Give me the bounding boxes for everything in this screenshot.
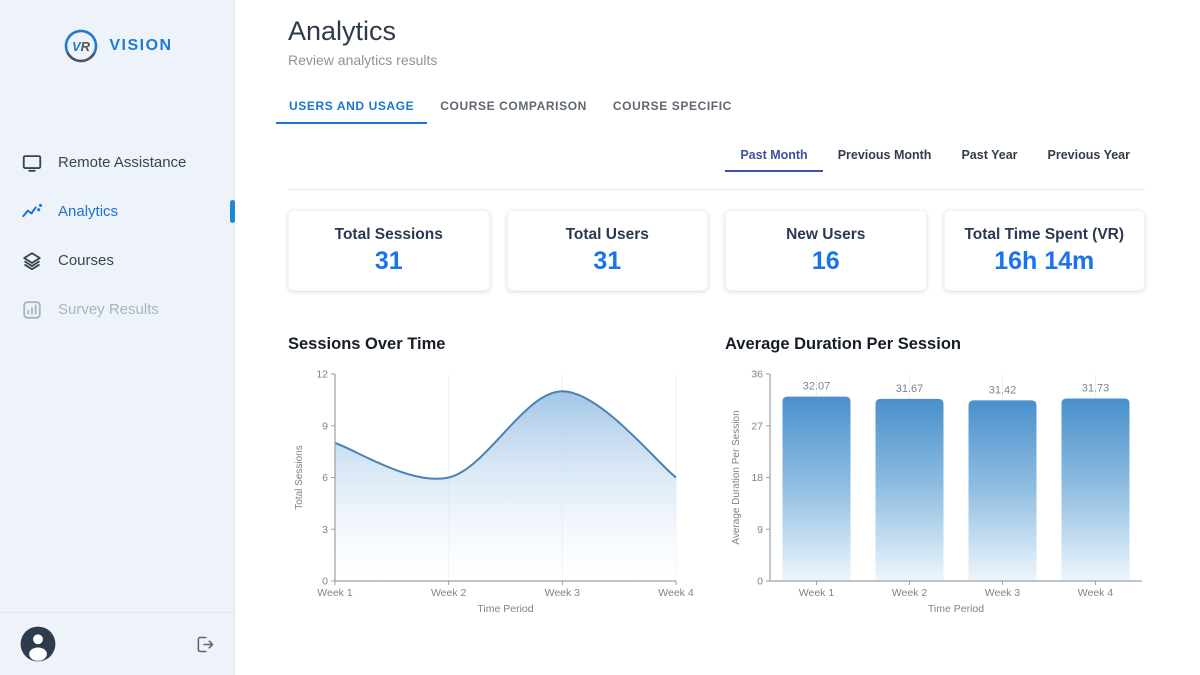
svg-text:6: 6 [322, 472, 328, 484]
divider [288, 189, 1145, 190]
sidebar-item-label: Survey Results [58, 301, 159, 318]
sidebar-footer [0, 612, 234, 675]
stats-row: Total Sessions 31 Total Users 31 New Use… [288, 210, 1145, 291]
poll-icon [23, 300, 41, 319]
vr-logo-icon: VR [65, 29, 98, 63]
svg-text:31.67: 31.67 [896, 383, 924, 395]
stat-value: 16 [811, 246, 840, 275]
active-indicator [230, 200, 235, 223]
svg-text:Week 3: Week 3 [985, 587, 1021, 599]
svg-text:36: 36 [751, 369, 763, 381]
period-tab-past-month[interactable]: Past Month [725, 139, 823, 172]
average-duration-chart: Average Duration Per Session 32.07 31.67 3… [725, 335, 1145, 618]
chart-title: Average Duration Per Session [725, 335, 961, 353]
svg-text:31.42: 31.42 [989, 384, 1017, 396]
svg-text:9: 9 [757, 524, 763, 536]
section-tabs: USERS AND USAGE COURSE COMPARISON COURSE… [276, 89, 1145, 124]
main-content: Analytics Review analytics results USERS… [235, 0, 1200, 675]
logout-icon [197, 636, 214, 652]
bar-chart-canvas: 32.07 31.67 31.42 31.73 0 9 18 27 36 Time Period A… [731, 369, 1142, 615]
tab-course-specific[interactable]: COURSE SPECIFIC [612, 99, 732, 113]
svg-text:12: 12 [316, 369, 328, 381]
area-chart-canvas: 0 3 6 9 12 Time Period Total Sessions Week 1 Wee… [294, 369, 694, 616]
svg-text:31.73: 31.73 [1082, 383, 1110, 395]
svg-text:Time Period: Time Period [477, 603, 533, 615]
stat-value: 31 [593, 246, 622, 275]
stat-card-new-users: New Users 16 [725, 210, 927, 291]
sidebar-item-remote-assistance[interactable]: Remote Assistance [0, 138, 234, 187]
sidebar-item-label: Analytics [58, 203, 119, 220]
svg-text:9: 9 [322, 420, 328, 432]
svg-text:Week 4: Week 4 [1078, 587, 1114, 599]
svg-text:27: 27 [751, 420, 763, 432]
stat-label: Total Sessions [334, 225, 443, 243]
stat-label: New Users [786, 225, 866, 243]
svg-text:Week 3: Week 3 [545, 587, 581, 599]
svg-text:Week 4: Week 4 [658, 587, 694, 599]
logout-button[interactable] [194, 634, 215, 655]
analytics-icon [22, 203, 43, 217]
period-tab-past-year[interactable]: Past Year [961, 148, 1018, 162]
sidebar-item-survey-results[interactable]: Survey Results [0, 285, 234, 334]
sidebar-item-label: Remote Assistance [58, 154, 187, 171]
stat-card-total-time-spent: Total Time Spent (VR) 16h 14m [943, 210, 1145, 291]
avatar-icon [20, 626, 56, 662]
svg-text:3: 3 [322, 524, 328, 536]
svg-text:32.07: 32.07 [803, 381, 831, 393]
stat-label: Total Users [565, 225, 649, 243]
brand-name: VISION [109, 37, 173, 54]
tab-course-comparison[interactable]: COURSE COMPARISON [440, 99, 587, 113]
svg-text:Time Period: Time Period [928, 603, 984, 615]
tab-users-and-usage[interactable]: USERS AND USAGE [276, 89, 428, 124]
sidebar-item-analytics[interactable]: Analytics [0, 187, 235, 236]
stat-value: 16h 14m [994, 246, 1095, 275]
svg-text:Week 1: Week 1 [317, 587, 353, 599]
stat-card-total-sessions: Total Sessions 31 [288, 210, 490, 291]
svg-text:Week 2: Week 2 [431, 587, 467, 599]
svg-text:Week 2: Week 2 [892, 587, 928, 599]
period-tabs: Past Month Previous Month Past Year Prev… [288, 139, 1145, 172]
sessions-over-time-chart: Sessions Over Time 0 3 6 9 12 Time Period Tota… [288, 335, 694, 618]
brand-logo: VR VISION [0, 0, 234, 66]
sidebar-nav: Remote Assistance Analytics Courses [0, 138, 235, 334]
svg-text:0: 0 [757, 576, 763, 588]
chart-title: Sessions Over Time [288, 335, 446, 353]
svg-text:VR: VR [72, 39, 91, 54]
sidebar-item-label: Courses [58, 252, 114, 269]
stat-card-total-users: Total Users 31 [506, 210, 708, 291]
monitor-icon [22, 154, 42, 172]
svg-text:Week 1: Week 1 [799, 587, 835, 599]
period-tab-previous-year[interactable]: Previous Year [1047, 148, 1130, 162]
svg-text:Average Duration Per Session: Average Duration Per Session [731, 410, 742, 544]
page-title: Analytics [288, 16, 397, 46]
svg-text:18: 18 [751, 472, 763, 484]
layers-icon [23, 251, 41, 270]
sidebar-item-courses[interactable]: Courses [0, 236, 234, 285]
page-subtitle: Review analytics results [288, 52, 438, 68]
period-tab-previous-month[interactable]: Previous Month [837, 148, 932, 162]
svg-text:Total Sessions: Total Sessions [294, 445, 305, 509]
charts-row: Sessions Over Time 0 3 6 9 12 Time Period Tota… [288, 335, 1145, 618]
user-avatar[interactable] [19, 625, 57, 663]
stat-value: 31 [374, 246, 403, 275]
stat-label: Total Time Spent (VR) [964, 225, 1125, 243]
sidebar: VR VISION Remote Assistance Analytics [0, 0, 235, 675]
svg-text:0: 0 [322, 576, 328, 588]
